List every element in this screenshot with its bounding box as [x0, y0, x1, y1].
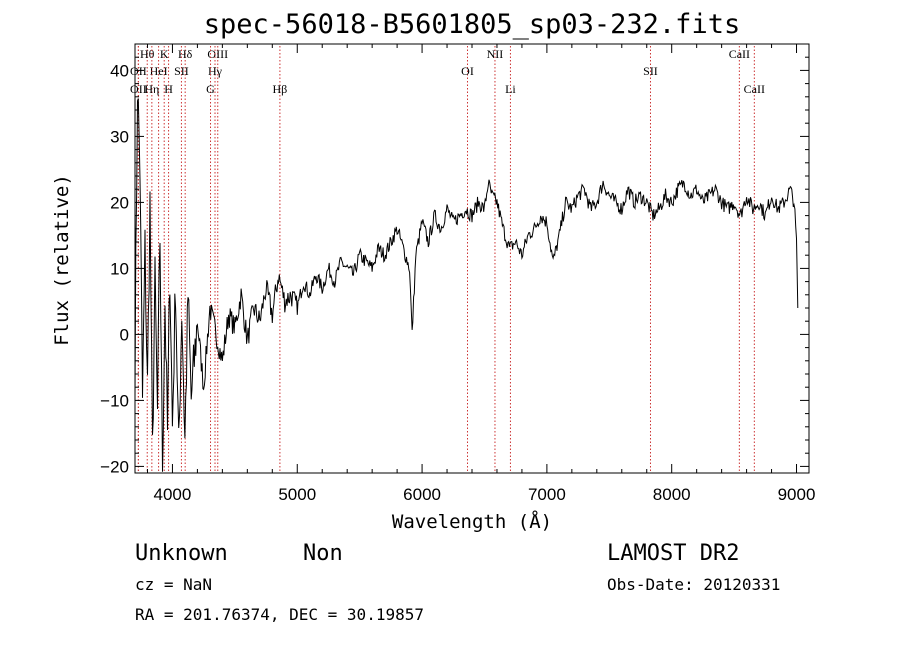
x-axis-ticks: 4000 5000 6000 7000 8000 9000 [146, 44, 816, 504]
spectrum-layer [134, 98, 799, 472]
y-tick-label: −20 [100, 457, 129, 476]
y-tick-label: −10 [100, 391, 129, 410]
x-tick-label: 9000 [778, 485, 816, 504]
cz-text: cz = NaN [135, 575, 212, 594]
spectral-line-label: H [164, 82, 173, 96]
spectral-line-label: K [160, 47, 169, 61]
x-tick-label: 7000 [528, 485, 566, 504]
spectral-line-label: HeI [150, 64, 168, 78]
obs-date-text: Obs-Date: 20120331 [607, 575, 780, 594]
x-tick-label: 5000 [278, 485, 316, 504]
spectral-line-label: G [206, 82, 215, 96]
x-tick-label: 8000 [653, 485, 691, 504]
spectral-line-label: SII [174, 64, 189, 78]
spectral-line-label: NII [487, 47, 504, 61]
x-tick-label: 4000 [154, 485, 192, 504]
y-axis-ticks: −20 −10 0 10 20 30 40 [100, 43, 809, 476]
x-axis-label: Wavelength (Å) [392, 510, 552, 533]
spectral-line-label: CaII [744, 82, 765, 96]
y-tick-label: 10 [110, 259, 129, 278]
spectral-line-label: OIII [207, 47, 228, 61]
coords-text: RA = 201.76374, DEC = 30.19857 [135, 605, 424, 624]
y-tick-label: 0 [120, 325, 129, 344]
spectral-line-label: CaII [729, 47, 750, 61]
subclass-text: Non [303, 541, 343, 566]
spectrum-series [134, 98, 799, 472]
spectral-line-label: SII [643, 64, 658, 78]
y-axis-label: Flux (relative) [51, 174, 73, 346]
spectral-line-label: Hβ [273, 82, 288, 96]
spectral-line-label: Li [505, 82, 516, 96]
spectral-line-label: Hη [144, 82, 159, 96]
spectral-line-label: Hθ [140, 47, 155, 61]
spectral-line-label: Hγ [208, 64, 223, 78]
y-tick-label: 40 [110, 61, 129, 80]
x-tick-label: 6000 [403, 485, 441, 504]
classification-text: Unknown [135, 541, 228, 566]
y-tick-label: 30 [110, 127, 129, 146]
chart-title: spec-56018-B5601805_sp03-232.fits [204, 9, 740, 40]
spectral-line-label: OI [461, 64, 474, 78]
spectral-line-label: OII [130, 82, 147, 96]
plot-frame [134, 43, 810, 474]
spectral-line-label: Hδ [178, 47, 193, 61]
survey-text: LAMOST DR2 [607, 541, 739, 566]
y-tick-label: 20 [110, 193, 129, 212]
